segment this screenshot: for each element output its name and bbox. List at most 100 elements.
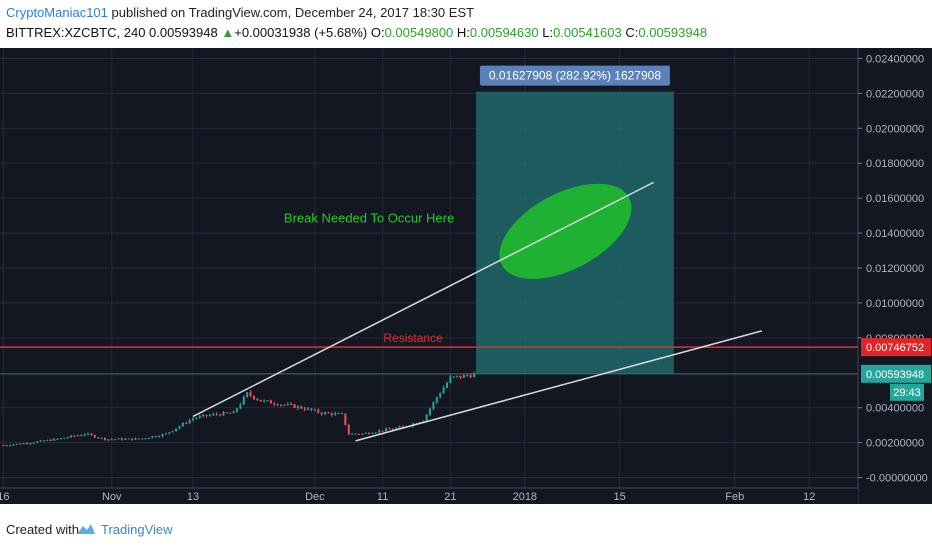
time-tick-label: Dec [305,491,325,503]
time-tick-label: 11 [377,491,388,503]
author-link[interactable]: CryptoManiac101 [6,5,108,20]
candle-body [340,413,343,415]
candle-body [313,409,316,411]
price-tick-label: -0.00000000 [866,473,928,485]
candle-body [469,375,472,378]
high-value: 0.00594630 [469,25,539,40]
candle-body [442,387,445,394]
candle-body [154,436,157,438]
open-label: O: [370,25,385,40]
current-price-tag [861,364,931,383]
candle-body [432,402,435,409]
time-tick-label: 13 [187,491,199,503]
close-label: C: [625,25,639,40]
candle-body [66,437,69,439]
candle-body [147,437,150,439]
candle-body [202,414,205,417]
time-tick-label: 2018 [513,491,537,503]
candle-body [266,400,269,402]
candle-body [59,438,62,440]
lower-trendline[interactable] [355,330,763,442]
candle-body [378,430,381,433]
candle-body [351,433,354,435]
candle-body [53,438,56,441]
price-tick-label: 0.01400000 [866,228,924,240]
candle-body [449,376,452,383]
candle-body [164,433,167,435]
time-tick-label: 12 [803,491,815,503]
candle-body [374,432,377,434]
time-axis[interactable] [0,489,858,504]
candle-body [100,437,103,439]
candle-body [49,439,52,441]
candle-body [456,375,459,377]
upper-trendline[interactable] [192,181,654,418]
time-tick-label: 21 [444,491,456,503]
chart-canvas[interactable]: 0.01627908 (282.92%) 1627908 Resistance Br… [0,48,932,504]
price-tick-label: 0.01200000 [866,263,924,275]
candle-body [144,438,147,440]
candle-body [36,441,39,443]
publish-text: published on TradingView.com, December 2… [111,5,475,20]
tradingview-logo-icon [77,524,95,534]
candle-body [97,437,100,439]
candle-body [191,418,195,421]
candle-body [15,443,18,445]
candle-body [307,408,310,410]
candle-body [198,416,201,418]
candle-body [462,375,465,378]
symbol-label: BITTREX:XZCBTC, 240 [6,25,146,40]
candle-body [466,375,469,377]
candle-body [120,438,123,440]
candle-body [324,412,327,415]
candle-body [327,412,330,414]
candle-body [256,398,259,400]
countdown-tag [890,383,924,401]
candle-body [124,438,127,440]
candle-body [364,432,367,434]
candle-body [381,430,384,432]
candle-body [212,413,215,416]
candle-body [398,426,401,428]
candle-body [388,428,391,430]
price-chart[interactable]: 0.01627908 (282.92%) 1627908 Resistance Br… [0,48,932,504]
candle-body [205,414,208,417]
candle-body [300,406,303,409]
candle-body [80,435,83,437]
candle-body [347,424,350,435]
candle-body [39,440,42,442]
countdown-label: 29:43 [893,387,921,399]
price-tick-label: 0.02400000 [866,53,924,65]
candle-body [317,409,320,413]
candle-body [56,438,59,440]
candle-body [337,413,340,415]
up-arrow-icon: ▲ [221,25,235,40]
candle-body [103,437,106,441]
close-value: 0.00593948 [638,25,708,40]
time-tick-label: Nov [102,491,122,503]
candle-body [452,376,455,378]
candle-body [320,412,323,415]
tradingview-brand[interactable]: TradingView [101,522,173,537]
candle-body [2,445,5,447]
last-price: 0.00593948 [149,25,218,40]
candle-body [242,396,245,405]
publish-info: CryptoManiac101 published on TradingView… [6,5,474,20]
candle-body [246,392,249,397]
highlight-ellipse[interactable] [484,164,647,299]
candle-body [131,438,134,440]
candle-body [188,420,191,424]
candle-body [330,413,333,415]
resistance-text: Resistance [383,331,443,345]
candle-body [357,433,360,435]
candle-body [391,429,394,431]
candle-body [361,433,364,435]
measure-label-box [479,65,670,86]
candle-body [29,443,32,445]
time-tick-label: 16 [0,491,10,503]
price-axis[interactable] [859,48,932,504]
candle-body [280,404,283,406]
candle-body [422,421,425,423]
candle-body [171,430,174,433]
candle-body [83,434,86,436]
